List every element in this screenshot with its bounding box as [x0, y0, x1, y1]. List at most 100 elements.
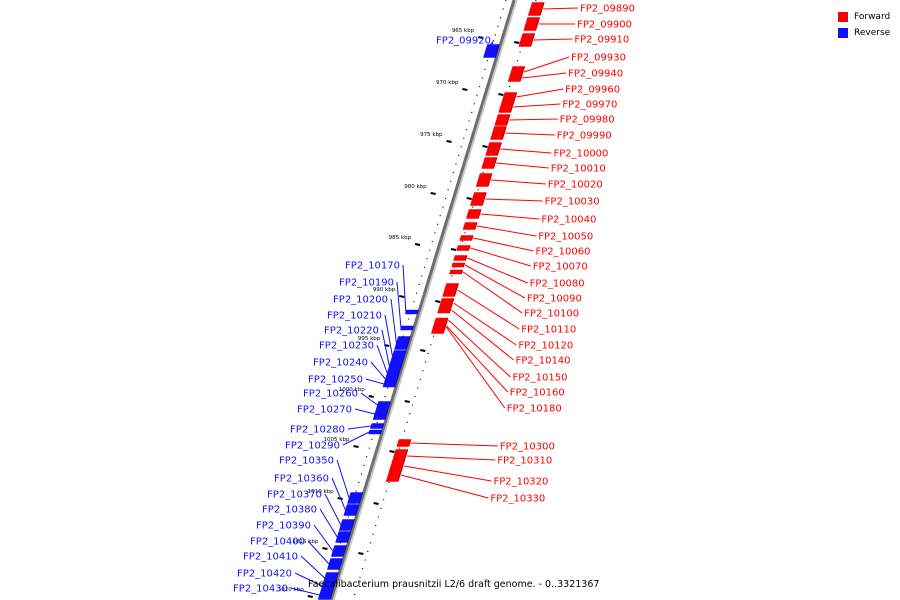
gene-leader-line	[454, 303, 517, 345]
reverse-gene-label: FP2_10170	[345, 261, 400, 272]
gene-leader-line	[543, 8, 578, 9]
gene-leader-line	[446, 327, 505, 408]
gene-leader-line	[332, 478, 345, 510]
gene-leader-line	[496, 163, 548, 168]
tick-label: 975 kbp	[420, 132, 443, 138]
gene-leader-line	[505, 133, 554, 135]
tick-label: 980 kbp	[404, 184, 427, 190]
forward-gene-label: FP2_10080	[530, 279, 585, 290]
tick-mark	[447, 141, 452, 142]
tick-mark	[498, 94, 503, 95]
reverse-gene[interactable]	[370, 424, 384, 429]
forward-gene[interactable]	[449, 270, 462, 274]
legend-reverse: Reverse	[838, 25, 890, 41]
forward-swatch	[838, 12, 848, 22]
gene-leader-line	[451, 310, 513, 360]
reverse-gene-label: FP2_10400	[250, 537, 305, 548]
forward-gene-label: FP2_10030	[545, 197, 600, 208]
reverse-genes: FP2_09920FP2_10170FP2_10190FP2_10200FP2_…	[233, 36, 499, 600]
legend-reverse-label: Reverse	[854, 28, 890, 38]
reverse-gene-label: FP2_10230	[319, 341, 374, 352]
tick-mark	[308, 596, 313, 597]
gene-leader-line	[522, 73, 566, 78]
reverse-gene-label: FP2_10430	[233, 584, 288, 595]
forward-gene[interactable]	[482, 158, 497, 169]
gene-leader-line	[524, 57, 569, 72]
forward-gene-label: FP2_10330	[490, 494, 545, 505]
reverse-gene-label: FP2_10220	[324, 326, 379, 337]
gene-leader-line	[407, 456, 495, 460]
tick-mark	[405, 401, 410, 402]
reverse-gene-label: FP2_10190	[339, 278, 394, 289]
tick-mark	[353, 446, 358, 447]
gene-leader-line	[348, 426, 371, 429]
tick-mark	[431, 193, 436, 194]
forward-gene-label: FP2_09970	[562, 100, 617, 111]
forward-gene-label: FP2_10100	[524, 309, 579, 320]
gene-leader-line	[477, 226, 536, 236]
reverse-gene[interactable]	[400, 326, 413, 330]
forward-gene-label: FP2_10160	[510, 388, 565, 399]
tick-label: 965 kbp	[452, 28, 475, 34]
forward-gene-label: FP2_10110	[521, 325, 576, 336]
forward-genes: FP2_09890FP2_09900FP2_09910FP2_09930FP2_…	[386, 3, 635, 505]
legend-forward: Forward	[838, 9, 890, 25]
gene-leader-line	[355, 409, 375, 414]
tick-label: 970 kbp	[436, 80, 459, 86]
tick-mark	[415, 244, 420, 245]
gene-leader-line	[308, 541, 329, 564]
gene-leader-line	[516, 89, 563, 97]
forward-gene[interactable]	[499, 102, 514, 113]
forward-gene[interactable]	[457, 246, 471, 251]
reverse-gene-label: FP2_10210	[327, 311, 382, 322]
gene-leader-line	[448, 320, 510, 377]
gene-leader-line	[463, 272, 522, 313]
reverse-gene[interactable]	[369, 430, 382, 434]
forward-gene-label: FP2_10070	[533, 262, 588, 273]
gene-leader-line	[411, 443, 498, 446]
gene-leader-line	[509, 119, 557, 120]
gene-leader-line	[481, 214, 540, 219]
genome-caption: Faecalibacterium prausnitzii L2/6 draft …	[308, 579, 599, 590]
reverse-gene[interactable]	[405, 310, 418, 314]
gene-leader-line	[337, 460, 349, 498]
tick-mark	[451, 249, 456, 250]
reverse-gene-label: FP2_10200	[333, 295, 388, 306]
reverse-gene-label: FP2_10410	[243, 552, 298, 563]
forward-gene-label: FP2_09890	[580, 4, 635, 15]
forward-gene-label: FP2_09900	[577, 20, 632, 31]
forward-gene[interactable]	[460, 236, 474, 241]
forward-gene-label: FP2_10050	[538, 232, 593, 243]
gene-leader-line	[458, 290, 520, 329]
forward-gene-label: FP2_10120	[518, 341, 573, 352]
gene-leader-line	[403, 265, 406, 312]
gene-leader-line	[491, 180, 546, 184]
forward-gene-label: FP2_10090	[527, 294, 582, 305]
reverse-gene-label: FP2_10290	[285, 441, 340, 452]
reverse-gene-label: FP2_10260	[303, 389, 358, 400]
tick-mark	[358, 553, 363, 554]
forward-gene[interactable]	[452, 263, 465, 267]
reverse-gene-label: FP2_10350	[279, 456, 334, 467]
forward-gene-label: FP2_10060	[536, 247, 591, 258]
forward-gene[interactable]	[495, 115, 510, 126]
forward-gene-label: FP2_10000	[553, 149, 608, 160]
forward-gene-label: FP2_10310	[497, 456, 552, 467]
forward-gene[interactable]	[454, 256, 468, 261]
reverse-gene-label: FP2_10270	[297, 405, 352, 416]
forward-gene-label: FP2_10300	[500, 442, 555, 453]
forward-gene-label: FP2_10150	[512, 373, 567, 384]
forward-gene-label: FP2_09960	[565, 85, 620, 96]
gene-leader-line	[366, 379, 384, 384]
forward-gene-label: FP2_10320	[493, 477, 548, 488]
forward-gene-label: FP2_09940	[568, 69, 623, 80]
gene-leader-line	[371, 362, 385, 379]
reverse-gene-label: FP2_10420	[237, 569, 292, 580]
gene-leader-line	[513, 104, 560, 107]
gene-leader-line	[485, 199, 542, 201]
gene-leader-line	[314, 525, 333, 551]
forward-gene-label: FP2_10010	[551, 164, 606, 175]
reverse-swatch	[838, 28, 848, 38]
tick-mark	[389, 451, 394, 452]
gene-leader-line	[447, 326, 508, 392]
